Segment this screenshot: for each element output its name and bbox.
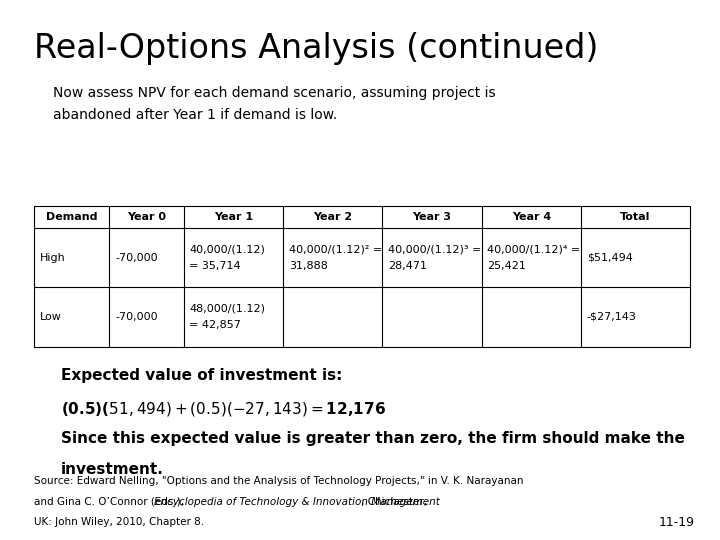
Text: Year 4: Year 4: [512, 212, 551, 222]
Text: $51,494: $51,494: [587, 253, 633, 262]
Text: = 42,857: = 42,857: [189, 320, 241, 330]
Text: -70,000: -70,000: [115, 253, 158, 262]
Text: , Chichester,: , Chichester,: [361, 497, 427, 507]
Text: High: High: [40, 253, 66, 262]
Text: Low: Low: [40, 312, 61, 322]
Text: investment.: investment.: [61, 462, 164, 477]
Text: UK: John Wiley, 2010, Chapter 8.: UK: John Wiley, 2010, Chapter 8.: [34, 517, 204, 528]
Text: 40,000/(1.12)³ =: 40,000/(1.12)³ =: [388, 245, 482, 254]
Text: Encyclopedia of Technology & Innovation Management: Encyclopedia of Technology & Innovation …: [154, 497, 440, 507]
Text: (0.5)($51,494) + (0.5)(-27,143) = $12,176: (0.5)($51,494) + (0.5)(-27,143) = $12,17…: [61, 400, 386, 417]
Text: Year 0: Year 0: [127, 212, 166, 222]
Text: 11-19: 11-19: [659, 516, 695, 529]
Text: -$27,143: -$27,143: [587, 312, 636, 322]
Text: Since this expected value is greater than zero, the firm should make the: Since this expected value is greater tha…: [61, 431, 685, 446]
Text: Source: Edward Nelling, "Options and the Analysis of Technology Projects," in V.: Source: Edward Nelling, "Options and the…: [34, 476, 523, 487]
Text: abandoned after Year 1 if demand is low.: abandoned after Year 1 if demand is low.: [53, 108, 337, 122]
Text: Year 1: Year 1: [214, 212, 253, 222]
Text: -70,000: -70,000: [115, 312, 158, 322]
Text: Total: Total: [620, 212, 651, 222]
Text: Year 3: Year 3: [413, 212, 451, 222]
Text: Year 2: Year 2: [313, 212, 352, 222]
Text: 28,471: 28,471: [388, 261, 427, 271]
Text: 40,000/(1.12)⁴ =: 40,000/(1.12)⁴ =: [487, 245, 581, 254]
Bar: [34, 206, 690, 347]
Text: Now assess NPV for each demand scenario, assuming project is: Now assess NPV for each demand scenario,…: [53, 86, 495, 100]
Text: Expected value of investment is:: Expected value of investment is:: [61, 368, 343, 383]
Text: Real-Options Analysis (continued): Real-Options Analysis (continued): [34, 32, 598, 65]
Text: Demand: Demand: [46, 212, 97, 222]
Text: 48,000/(1.12): 48,000/(1.12): [189, 304, 266, 314]
Text: 31,888: 31,888: [289, 261, 328, 271]
Text: 25,421: 25,421: [487, 261, 526, 271]
Text: 40,000/(1.12)² =: 40,000/(1.12)² =: [289, 245, 382, 254]
Text: and Gina C. O’Connor (eds.),: and Gina C. O’Connor (eds.),: [34, 497, 187, 507]
Text: 40,000/(1.12): 40,000/(1.12): [189, 245, 265, 254]
Text: = 35,714: = 35,714: [189, 261, 241, 271]
